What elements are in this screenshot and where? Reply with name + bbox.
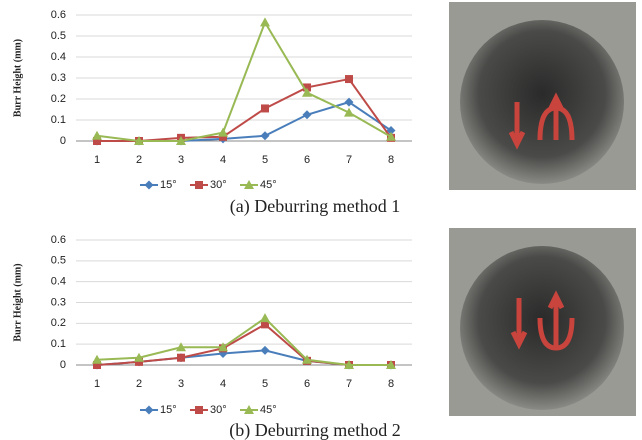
marker — [345, 75, 353, 84]
marker — [260, 345, 270, 355]
marker — [302, 354, 312, 364]
marker — [92, 130, 102, 140]
x-tick-label: 1 — [94, 154, 100, 166]
y-tick-label: 0.5 — [51, 30, 66, 42]
legend-marker — [244, 405, 254, 414]
x-tick-label: 3 — [178, 378, 184, 390]
marker — [260, 131, 270, 141]
x-tick-label: 2 — [136, 378, 142, 390]
x-tick-label: 3 — [178, 154, 184, 166]
marker — [344, 360, 354, 369]
y-tick-label: 0 — [60, 359, 66, 371]
y-tick-label: 0.4 — [51, 51, 66, 63]
marker — [302, 110, 312, 120]
marker — [134, 136, 144, 145]
marker — [302, 87, 312, 97]
legend-label: 30° — [210, 404, 227, 416]
marker — [176, 342, 186, 352]
marker — [176, 136, 186, 145]
legend-label: 15° — [160, 404, 177, 416]
y-axis-label: Burr Height (mm) — [12, 263, 23, 341]
legend-label: 15° — [160, 179, 177, 191]
legend-marker — [144, 405, 154, 415]
x-tick-label: 2 — [136, 154, 142, 166]
x-tick-label: 8 — [388, 154, 394, 166]
series-line — [97, 77, 392, 142]
legend-marker — [195, 406, 203, 414]
x-tick-label: 5 — [262, 378, 268, 390]
marker — [261, 320, 269, 329]
y-tick-label: 0.4 — [51, 276, 66, 288]
marker — [303, 83, 311, 92]
marker — [93, 137, 101, 145]
marker — [386, 131, 396, 141]
marker — [386, 126, 396, 135]
y-tick-label: 0.1 — [51, 114, 66, 126]
series-line — [96, 316, 391, 366]
x-tick-label: 6 — [304, 154, 310, 166]
y-tick-label: 0.3 — [51, 72, 66, 84]
marker — [344, 107, 354, 117]
marker — [260, 17, 270, 27]
legend-label: 30° — [210, 179, 227, 191]
y-tick-label: 0.2 — [51, 93, 66, 105]
marker — [218, 127, 228, 137]
x-tick-label: 4 — [220, 378, 226, 390]
y-tick-label: 0.3 — [51, 296, 66, 308]
x-tick-label: 7 — [346, 154, 352, 166]
photo-2 — [449, 228, 636, 416]
x-tick-label: 7 — [346, 378, 352, 390]
x-tick-label: 1 — [94, 378, 100, 390]
series-line — [96, 20, 392, 142]
photo-1 — [449, 2, 636, 190]
x-tick-label: 8 — [388, 378, 394, 390]
y-axis-label: Burr Height (mm) — [12, 39, 23, 117]
marker — [93, 361, 101, 369]
marker — [135, 357, 143, 366]
marker — [344, 97, 354, 107]
caption: (b) Deburring method 2 — [229, 420, 400, 440]
x-tick-label: 4 — [220, 154, 226, 166]
caption: (a) Deburring method 1 — [230, 196, 400, 217]
y-tick-label: 0.2 — [51, 317, 66, 329]
marker — [260, 313, 270, 323]
y-tick-label: 0.6 — [51, 9, 66, 21]
marker — [219, 132, 227, 141]
y-tick-label: 0 — [60, 135, 66, 147]
legend-marker — [195, 181, 203, 189]
marker — [218, 342, 228, 352]
marker — [177, 353, 185, 362]
legend-marker — [244, 180, 254, 189]
marker — [92, 354, 102, 364]
marker — [261, 104, 269, 113]
y-tick-label: 0.1 — [51, 338, 66, 350]
marker — [134, 352, 144, 362]
x-tick-label: 6 — [304, 378, 310, 390]
legend-marker — [144, 180, 154, 190]
marker — [386, 360, 396, 369]
legend-label: 45° — [260, 404, 277, 416]
x-tick-label: 5 — [262, 154, 268, 166]
y-tick-label: 0.6 — [51, 234, 66, 246]
y-tick-label: 0.5 — [51, 255, 66, 267]
legend-label: 45° — [260, 179, 277, 191]
